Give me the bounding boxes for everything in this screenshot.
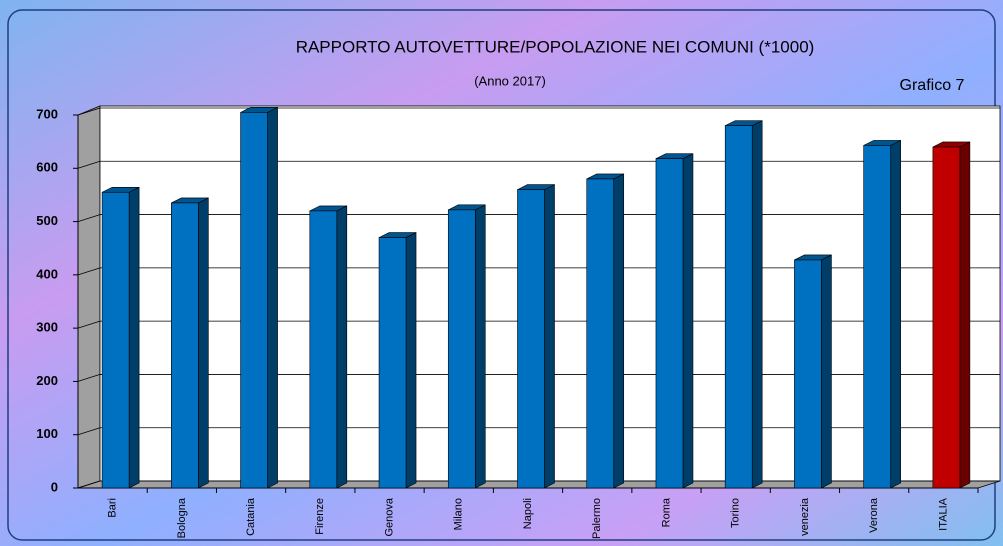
bar-side [474, 204, 486, 489]
x-tick-label: Roma [660, 497, 672, 527]
y-tick-label: 400 [36, 266, 58, 281]
bar-side [890, 139, 901, 489]
grid-line-side [77, 480, 101, 489]
bar-side [682, 153, 694, 489]
bar-side [821, 254, 832, 489]
bar [932, 146, 961, 489]
grid-line-side [77, 374, 101, 382]
x-tick-label: Genova [383, 497, 395, 536]
x-tick-label: Firenze [314, 498, 326, 535]
x-tick-label: Verona [868, 497, 880, 533]
x-tick-label: ITALIA [937, 497, 949, 530]
bar [863, 145, 891, 489]
grid-line-side [77, 267, 101, 276]
bar-side [751, 120, 763, 489]
y-tick-label: 700 [36, 106, 58, 121]
grid-line-side [77, 427, 101, 436]
x-tick-label: Bologna [176, 497, 188, 538]
grid-line-side [77, 214, 101, 222]
grid-line-side [77, 107, 101, 116]
chart-title: RAPPORTO AUTOVETTURE/POPOLAZIONE NEI COM… [296, 37, 815, 56]
y-tick-label: 600 [36, 160, 58, 175]
bar-side [613, 173, 625, 489]
chart-label: Grafico 7 [900, 77, 965, 94]
bar [309, 210, 338, 489]
y-tick-label: 100 [36, 426, 58, 441]
bar [240, 112, 268, 489]
y-tick-label: 0 [51, 479, 58, 494]
bar-side [128, 186, 140, 489]
bar-side [198, 197, 209, 489]
x-tick-label: Catania [245, 497, 257, 536]
side-wall [77, 105, 101, 489]
bar [101, 191, 130, 489]
bar-side [959, 141, 971, 489]
y-tick-label: 500 [36, 213, 58, 228]
bar-side [267, 106, 278, 489]
grid-line-side [77, 320, 101, 329]
x-tick-label: Milano [453, 498, 465, 530]
bar-side [544, 184, 555, 489]
x-tick-label: venezia [799, 497, 811, 536]
x-tick-label: Napoli [522, 498, 534, 529]
bar [794, 259, 822, 489]
bar-side [405, 232, 417, 489]
bar [655, 158, 684, 489]
grid-line-side [77, 160, 101, 169]
bar [171, 202, 199, 489]
bar-side [336, 205, 348, 489]
y-tick-label: 300 [36, 320, 58, 335]
bar [447, 209, 476, 489]
bar [517, 189, 545, 489]
x-tick-label: Palermo [591, 498, 603, 539]
bar [586, 178, 615, 489]
y-tick-label: 200 [36, 373, 58, 388]
bar [724, 125, 753, 489]
x-tick-label: Torino [730, 498, 742, 528]
subtitle: (Anno 2017) [474, 73, 546, 88]
bar [378, 237, 407, 489]
x-tick-label: Bari [107, 498, 119, 518]
